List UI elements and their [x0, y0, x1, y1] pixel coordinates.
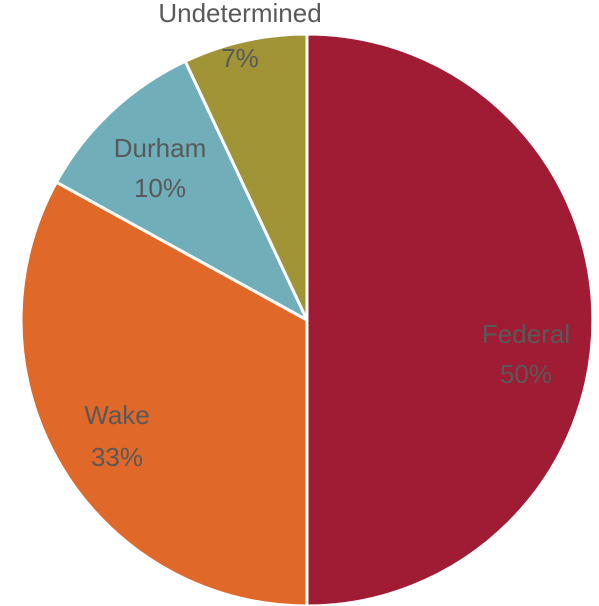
slice-label-wake: Wake	[84, 400, 150, 430]
slice-value-federal: 50%	[500, 359, 552, 389]
slice-label-undetermined: Undetermined	[158, 0, 321, 28]
slice-value-undetermined: 7%	[221, 43, 259, 73]
pie-labels: Federal 50% Wake 33% Durham 10% Undetermined 7%	[84, 0, 570, 472]
slice-label-durham: Durham	[114, 133, 206, 163]
slice-value-durham: 10%	[134, 173, 186, 203]
slice-label-federal: Federal	[482, 319, 570, 349]
slice-undetermined	[183, 32, 309, 322]
slice-wake	[19, 180, 309, 606]
slice-value-wake: 33%	[91, 442, 143, 472]
pie-slices	[19, 32, 595, 606]
slice-durham	[54, 59, 309, 322]
slice-federal	[305, 32, 595, 606]
